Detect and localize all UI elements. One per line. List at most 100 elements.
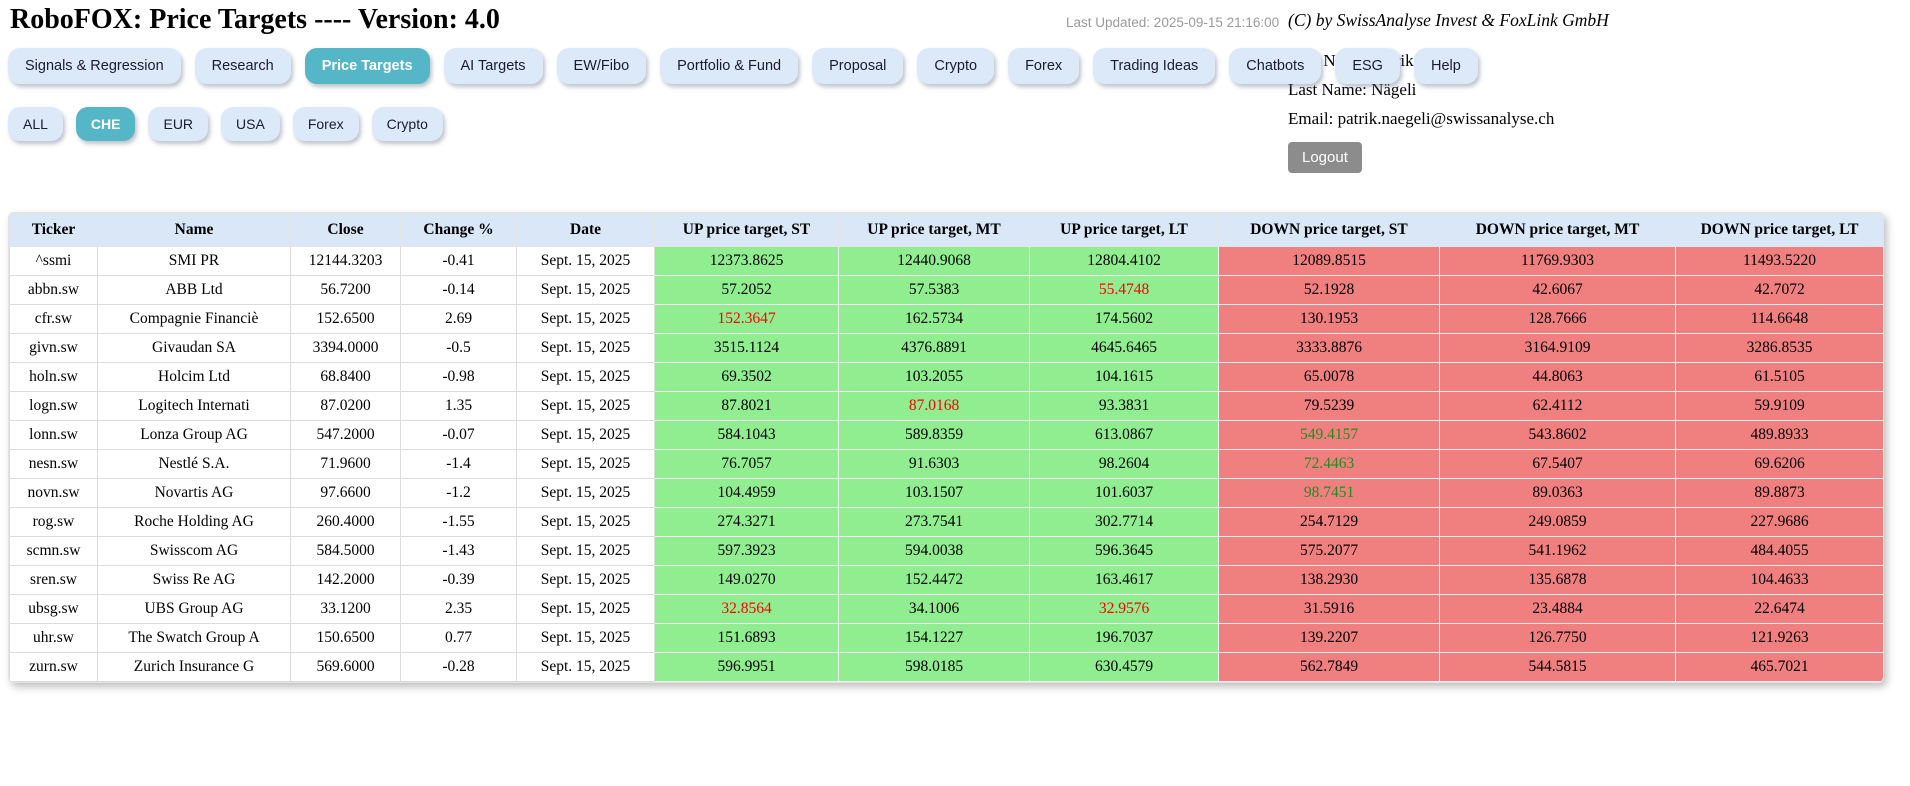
- tab-chatbots[interactable]: Chatbots: [1229, 48, 1322, 84]
- tab-signals-regression[interactable]: Signals & Regression: [8, 48, 181, 84]
- cell-date: Sept. 15, 2025: [516, 594, 655, 624]
- cell-up-target-st: 32.8564: [654, 594, 839, 624]
- filter-forex[interactable]: Forex: [292, 107, 359, 141]
- tab-crypto[interactable]: Crypto: [917, 48, 995, 84]
- table-row: uhr.sw The Swatch Group A 150.6500 0.77 Sept…: [9, 623, 1883, 653]
- cell-down-target-lt: 114.6648: [1675, 304, 1883, 334]
- cell-down-target-lt: 484.4055: [1675, 536, 1883, 566]
- cell-date: Sept. 15, 2025: [516, 449, 655, 479]
- cell-name: Givaudan SA: [97, 333, 291, 363]
- cell-up-target-mt: 589.8359: [838, 420, 1030, 450]
- cell-down-target-mt: 67.5407: [1439, 449, 1676, 479]
- cell-down-target-mt: 249.0859: [1439, 507, 1676, 537]
- cell-ticker: abbn.sw: [9, 275, 98, 305]
- cell-date: Sept. 15, 2025: [516, 652, 655, 682]
- logout-button[interactable]: Logout: [1288, 142, 1362, 173]
- tab-esg[interactable]: ESG: [1335, 48, 1400, 84]
- tab-portfolio-fund[interactable]: Portfolio & Fund: [660, 48, 799, 84]
- tab-ai-targets[interactable]: AI Targets: [443, 48, 543, 84]
- tab-ew-fibo[interactable]: EW/Fibo: [556, 48, 647, 84]
- cell-close: 3394.0000: [290, 333, 401, 363]
- cell-up-target-lt: 174.5602: [1029, 304, 1219, 334]
- cell-date: Sept. 15, 2025: [516, 565, 655, 595]
- table-row: sren.sw Swiss Re AG 142.2000 -0.39 Sept. 15,…: [9, 565, 1883, 595]
- cell-down-target-mt: 62.4112: [1439, 391, 1676, 421]
- cell-date: Sept. 15, 2025: [516, 478, 655, 508]
- page-title: RoboFOX: Price Targets ---- Version: 4.0: [10, 4, 500, 35]
- cell-up-target-mt: 273.7541: [838, 507, 1030, 537]
- cell-up-target-lt: 613.0867: [1029, 420, 1219, 450]
- cell-change: -1.43: [400, 536, 517, 566]
- cell-name: The Swatch Group A: [97, 623, 291, 653]
- cell-close: 150.6500: [290, 623, 401, 653]
- filter-all[interactable]: ALL: [8, 107, 63, 141]
- column-header-change: Change %: [400, 213, 517, 247]
- tab-trading-ideas[interactable]: Trading Ideas: [1093, 48, 1216, 84]
- cell-down-target-mt: 541.1962: [1439, 536, 1676, 566]
- cell-date: Sept. 15, 2025: [516, 275, 655, 305]
- cell-name: SMI PR: [97, 246, 291, 276]
- cell-close: 71.9600: [290, 449, 401, 479]
- cell-close: 33.1200: [290, 594, 401, 624]
- cell-date: Sept. 15, 2025: [516, 333, 655, 363]
- cell-down-target-lt: 89.8873: [1675, 478, 1883, 508]
- table-header-row: Ticker Name Close Change % Date UP price targ…: [9, 213, 1883, 247]
- cell-up-target-mt: 12440.9068: [838, 246, 1030, 276]
- column-header-close: Close: [290, 213, 401, 247]
- column-header-date: Date: [516, 213, 655, 247]
- cell-down-target-mt: 544.5815: [1439, 652, 1676, 682]
- filter-usa[interactable]: USA: [221, 107, 280, 141]
- cell-date: Sept. 15, 2025: [516, 536, 655, 566]
- tab-help[interactable]: Help: [1413, 48, 1478, 84]
- cell-up-target-mt: 34.1006: [838, 594, 1030, 624]
- cell-up-target-st: 152.3647: [654, 304, 839, 334]
- cell-down-target-st: 575.2077: [1218, 536, 1440, 566]
- cell-up-target-mt: 87.0168: [838, 391, 1030, 421]
- tab-price-targets[interactable]: Price Targets: [304, 48, 430, 84]
- cell-close: 260.4000: [290, 507, 401, 537]
- table-row: novn.sw Novartis AG 97.6600 -1.2 Sept. 15, 2…: [9, 478, 1883, 508]
- cell-up-target-lt: 12804.4102: [1029, 246, 1219, 276]
- cell-up-target-lt: 302.7714: [1029, 507, 1219, 537]
- cell-down-target-mt: 11769.9303: [1439, 246, 1676, 276]
- cell-down-target-st: 549.4157: [1218, 420, 1440, 450]
- table-row: zurn.sw Zurich Insurance G 569.6000 -0.28 Se…: [9, 652, 1883, 682]
- cell-change: 2.35: [400, 594, 517, 624]
- cell-down-target-lt: 61.5105: [1675, 362, 1883, 392]
- cell-up-target-mt: 4376.8891: [838, 333, 1030, 363]
- cell-up-target-st: 76.7057: [654, 449, 839, 479]
- cell-up-target-st: 597.3923: [654, 536, 839, 566]
- filter-eur[interactable]: EUR: [148, 107, 209, 141]
- cell-down-target-st: 12089.8515: [1218, 246, 1440, 276]
- cell-up-target-st: 584.1043: [654, 420, 839, 450]
- cell-up-target-lt: 93.3831: [1029, 391, 1219, 421]
- cell-ticker: zurn.sw: [9, 652, 98, 682]
- cell-date: Sept. 15, 2025: [516, 623, 655, 653]
- cell-up-target-st: 151.6893: [654, 623, 839, 653]
- cell-up-target-st: 57.2052: [654, 275, 839, 305]
- cell-change: -1.55: [400, 507, 517, 537]
- filter-crypto[interactable]: Crypto: [371, 107, 443, 141]
- cell-change: -0.14: [400, 275, 517, 305]
- cell-down-target-lt: 227.9686: [1675, 507, 1883, 537]
- cell-name: Swiss Re AG: [97, 565, 291, 595]
- column-header-name: Name: [97, 213, 291, 247]
- cell-change: -0.41: [400, 246, 517, 276]
- tab-research[interactable]: Research: [194, 48, 291, 84]
- cell-up-target-st: 149.0270: [654, 565, 839, 595]
- cell-close: 569.6000: [290, 652, 401, 682]
- tab-proposal[interactable]: Proposal: [812, 48, 904, 84]
- cell-up-target-st: 3515.1124: [654, 333, 839, 363]
- table-row: lonn.sw Lonza Group AG 547.2000 -0.07 Sept. …: [9, 420, 1883, 450]
- table-row: ubsg.sw UBS Group AG 33.1200 2.35 Sept. 15, …: [9, 594, 1883, 624]
- market-filters: ALL CHE EUR USA Forex Crypto: [8, 107, 443, 141]
- cell-up-target-mt: 103.2055: [838, 362, 1030, 392]
- cell-up-target-lt: 196.7037: [1029, 623, 1219, 653]
- cell-up-target-lt: 4645.6465: [1029, 333, 1219, 363]
- cell-close: 87.0200: [290, 391, 401, 421]
- column-header-ticker: Ticker: [9, 213, 98, 247]
- tab-forex[interactable]: Forex: [1008, 48, 1080, 84]
- cell-ticker: ubsg.sw: [9, 594, 98, 624]
- filter-che[interactable]: CHE: [75, 107, 136, 141]
- cell-name: Swisscom AG: [97, 536, 291, 566]
